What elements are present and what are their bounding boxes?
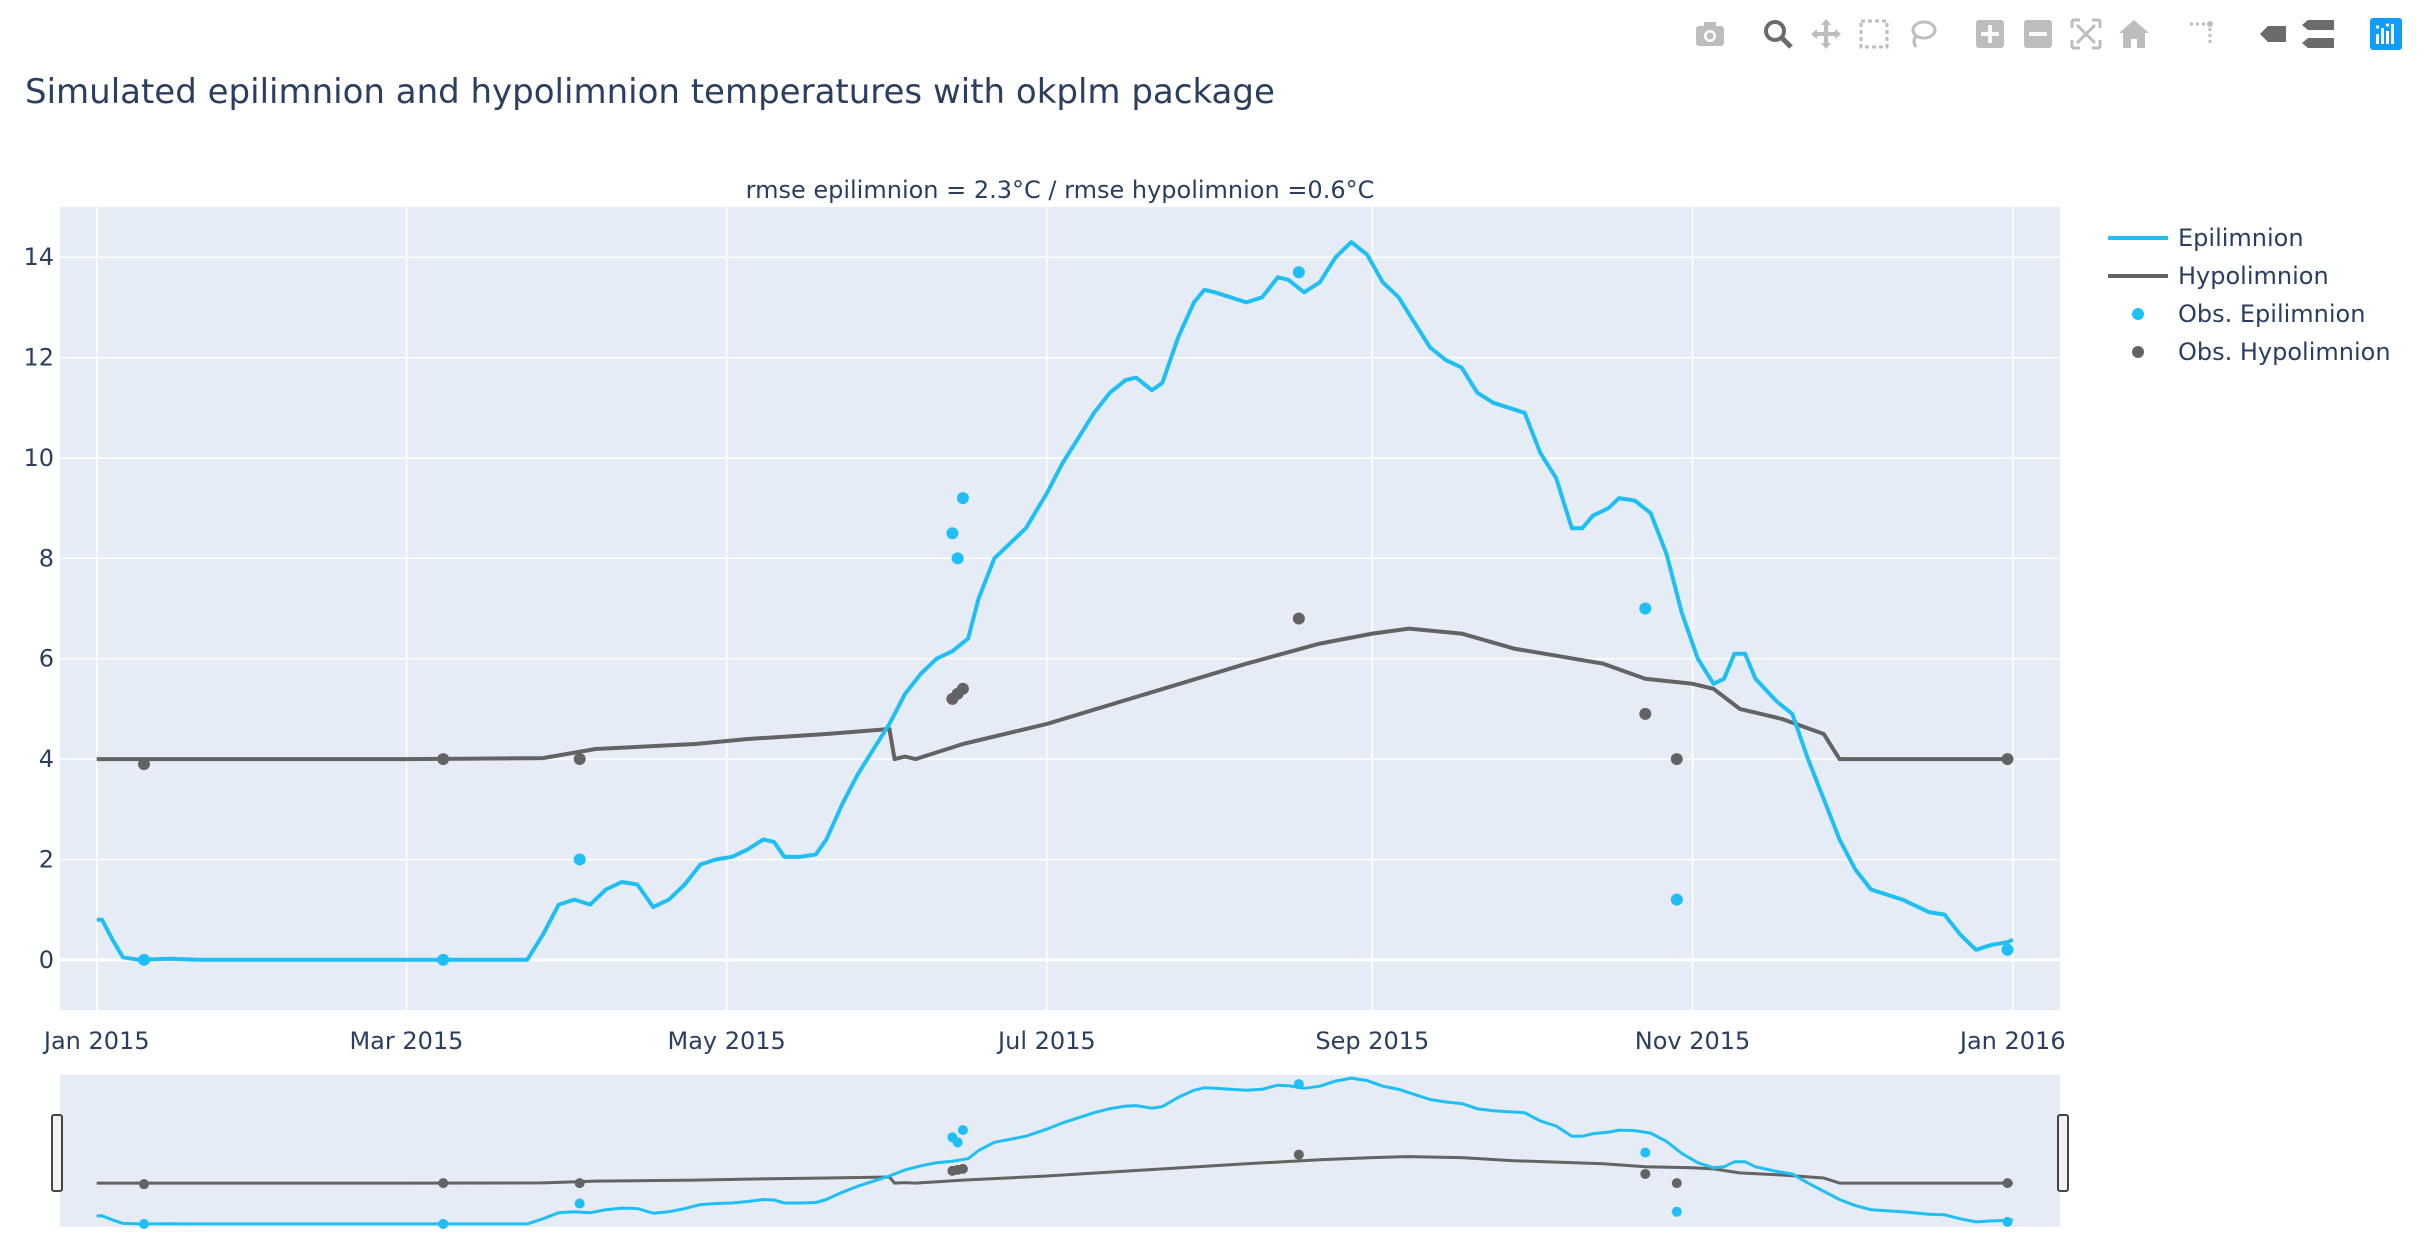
y-tick-label: 8 xyxy=(39,544,54,572)
range-slider-background xyxy=(60,1075,2060,1227)
legend-marker-swatch xyxy=(2132,346,2144,358)
zoom-icon[interactable] xyxy=(1754,12,1802,56)
plotly-logo-icon[interactable] xyxy=(2362,12,2410,56)
legend-label: Epilimnion xyxy=(2178,224,2304,252)
legend-label: Obs. Hypolimnion xyxy=(2178,338,2391,366)
autoscale-icon[interactable] xyxy=(2062,12,2110,56)
modebar-group xyxy=(1686,12,1734,56)
modebar-group xyxy=(2362,12,2410,56)
obs-hypolimnion-point[interactable] xyxy=(2002,1178,2013,1189)
obs-hypolimnion-point[interactable] xyxy=(957,1163,968,1174)
y-tick-label: 0 xyxy=(39,946,54,974)
legend-item[interactable]: Obs. Hypolimnion xyxy=(2132,338,2391,366)
x-tick-label: Nov 2015 xyxy=(1635,1027,1751,1055)
chart-subtitle: rmse epilimnion = 2.3°C / rmse hypolimni… xyxy=(746,176,1375,204)
obs-epilimnion-point[interactable] xyxy=(1670,893,1683,906)
range-slider[interactable] xyxy=(51,1075,2069,1229)
x-tick-label: Mar 2015 xyxy=(349,1027,463,1055)
obs-epilimnion-point[interactable] xyxy=(573,853,586,866)
x-tick-label: Jul 2015 xyxy=(996,1027,1096,1055)
obs-hypolimnion-point[interactable] xyxy=(138,1179,149,1190)
range-slider-left-handle[interactable] xyxy=(51,1114,63,1192)
box-select-icon[interactable] xyxy=(1850,12,1898,56)
modebar xyxy=(1668,12,2410,56)
modebar-group xyxy=(1966,12,2158,56)
legend-item[interactable]: Epilimnion xyxy=(2108,224,2304,252)
obs-epilimnion-point[interactable] xyxy=(951,552,964,565)
x-tick-label: Sep 2015 xyxy=(1315,1027,1429,1055)
obs-hypolimnion-point[interactable] xyxy=(573,753,586,766)
obs-hypolimnion-point[interactable] xyxy=(1293,1149,1304,1160)
y-tick-label: 2 xyxy=(39,845,54,873)
obs-epilimnion-point[interactable] xyxy=(952,1137,963,1148)
hypolimnion-line[interactable] xyxy=(96,1155,2013,1185)
obs-hypolimnion-point[interactable] xyxy=(1671,1178,1682,1189)
modebar-group xyxy=(1754,12,1946,56)
lasso-icon[interactable] xyxy=(1898,12,1946,56)
page-title: Simulated epilimnion and hypolimnion tem… xyxy=(25,72,1275,112)
zoom-out-icon[interactable] xyxy=(2014,12,2062,56)
x-tick-label: May 2015 xyxy=(668,1027,786,1055)
x-tick-label: Jan 2015 xyxy=(42,1027,150,1055)
obs-epilimnion-point[interactable] xyxy=(437,953,450,966)
hover-closest-icon[interactable] xyxy=(2246,12,2294,56)
obs-epilimnion-point[interactable] xyxy=(438,1218,449,1229)
hover-compare-icon[interactable] xyxy=(2294,12,2342,56)
x-tick-label: Jan 2016 xyxy=(1958,1027,2066,1055)
obs-epilimnion-point[interactable] xyxy=(946,527,959,540)
camera-icon[interactable] xyxy=(1686,12,1734,56)
obs-epilimnion-point[interactable] xyxy=(574,1198,585,1209)
obs-epilimnion-point[interactable] xyxy=(2002,1216,2013,1227)
legend-label: Hypolimnion xyxy=(2178,262,2329,290)
obs-epilimnion-point[interactable] xyxy=(957,1125,968,1136)
legend-item[interactable]: Obs. Epilimnion xyxy=(2132,300,2365,328)
obs-epilimnion-point[interactable] xyxy=(1671,1206,1682,1217)
y-tick-label: 4 xyxy=(39,745,54,773)
obs-epilimnion-point[interactable] xyxy=(138,1218,149,1229)
obs-hypolimnion-point[interactable] xyxy=(1292,612,1305,625)
obs-epilimnion-point[interactable] xyxy=(1639,602,1652,615)
hypolimnion-line[interactable] xyxy=(96,626,2013,762)
modebar-group xyxy=(2246,12,2342,56)
epilimnion-line[interactable] xyxy=(96,240,2014,962)
spike-lines-icon[interactable] xyxy=(2178,12,2226,56)
reset-axes-icon[interactable] xyxy=(2110,12,2158,56)
obs-hypolimnion-point[interactable] xyxy=(1639,707,1652,720)
legend-marker-swatch xyxy=(2132,308,2144,320)
y-tick-label: 10 xyxy=(23,444,54,472)
range-slider-right-handle[interactable] xyxy=(2057,1114,2069,1192)
epilimnion-line[interactable] xyxy=(96,1076,2013,1226)
y-tick-label: 14 xyxy=(23,243,54,271)
legend[interactable]: Epilimnion Hypolimnion Obs. Epilimnion Obs.… xyxy=(2108,224,2391,366)
obs-epilimnion-point[interactable] xyxy=(1293,1079,1304,1090)
y-tick-label: 12 xyxy=(23,344,54,372)
modebar-group xyxy=(2178,12,2226,56)
obs-hypolimnion-point[interactable] xyxy=(137,758,150,771)
pan-icon[interactable] xyxy=(1802,12,1850,56)
obs-epilimnion-point[interactable] xyxy=(1292,266,1305,279)
obs-epilimnion-point[interactable] xyxy=(956,492,969,505)
legend-item[interactable]: Hypolimnion xyxy=(2108,262,2329,290)
obs-hypolimnion-point[interactable] xyxy=(438,1178,449,1189)
obs-epilimnion-point[interactable] xyxy=(1640,1147,1651,1158)
plot-background xyxy=(60,207,2060,1010)
legend-label: Obs. Epilimnion xyxy=(2178,300,2365,328)
obs-hypolimnion-point[interactable] xyxy=(437,753,450,766)
obs-hypolimnion-point[interactable] xyxy=(1670,753,1683,766)
y-tick-label: 6 xyxy=(39,645,54,673)
zoom-in-icon[interactable] xyxy=(1966,12,2014,56)
obs-hypolimnion-point[interactable] xyxy=(574,1178,585,1189)
obs-epilimnion-point[interactable] xyxy=(2001,943,2014,956)
obs-hypolimnion-point[interactable] xyxy=(2001,753,2014,766)
main-plot-area[interactable]: 0 2 4 6 8 10 12 14 Jan 2015 Mar 2015 May 2015 Jul 2… xyxy=(23,176,2065,1055)
obs-epilimnion-point[interactable] xyxy=(137,953,150,966)
obs-hypolimnion-point[interactable] xyxy=(956,682,969,695)
obs-hypolimnion-point[interactable] xyxy=(1640,1168,1651,1179)
